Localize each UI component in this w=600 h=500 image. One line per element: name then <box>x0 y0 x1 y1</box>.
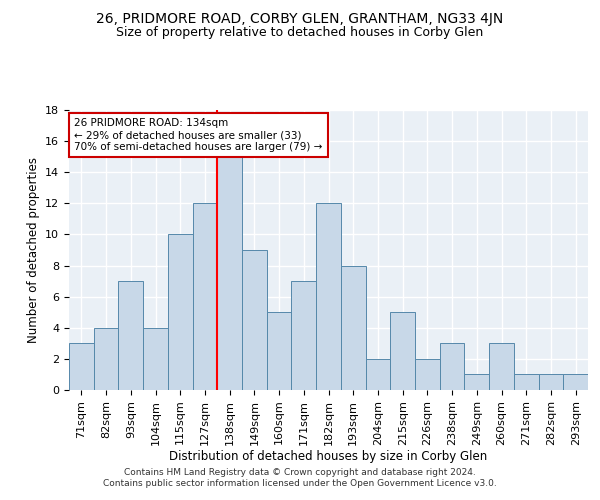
Bar <box>464 374 489 390</box>
Bar <box>267 312 292 390</box>
Bar <box>514 374 539 390</box>
Text: Size of property relative to detached houses in Corby Glen: Size of property relative to detached ho… <box>116 26 484 39</box>
Y-axis label: Number of detached properties: Number of detached properties <box>26 157 40 343</box>
Bar <box>440 344 464 390</box>
Bar <box>539 374 563 390</box>
Bar <box>341 266 365 390</box>
X-axis label: Distribution of detached houses by size in Corby Glen: Distribution of detached houses by size … <box>169 450 488 464</box>
Bar <box>94 328 118 390</box>
Bar <box>489 344 514 390</box>
Text: Contains HM Land Registry data © Crown copyright and database right 2024.
Contai: Contains HM Land Registry data © Crown c… <box>103 468 497 487</box>
Bar <box>292 281 316 390</box>
Bar <box>217 156 242 390</box>
Bar <box>365 359 390 390</box>
Bar <box>242 250 267 390</box>
Bar <box>69 344 94 390</box>
Bar <box>563 374 588 390</box>
Bar <box>193 204 217 390</box>
Bar <box>390 312 415 390</box>
Bar <box>118 281 143 390</box>
Text: 26 PRIDMORE ROAD: 134sqm
← 29% of detached houses are smaller (33)
70% of semi-d: 26 PRIDMORE ROAD: 134sqm ← 29% of detach… <box>74 118 323 152</box>
Bar <box>415 359 440 390</box>
Bar <box>168 234 193 390</box>
Bar <box>316 204 341 390</box>
Bar <box>143 328 168 390</box>
Text: 26, PRIDMORE ROAD, CORBY GLEN, GRANTHAM, NG33 4JN: 26, PRIDMORE ROAD, CORBY GLEN, GRANTHAM,… <box>97 12 503 26</box>
